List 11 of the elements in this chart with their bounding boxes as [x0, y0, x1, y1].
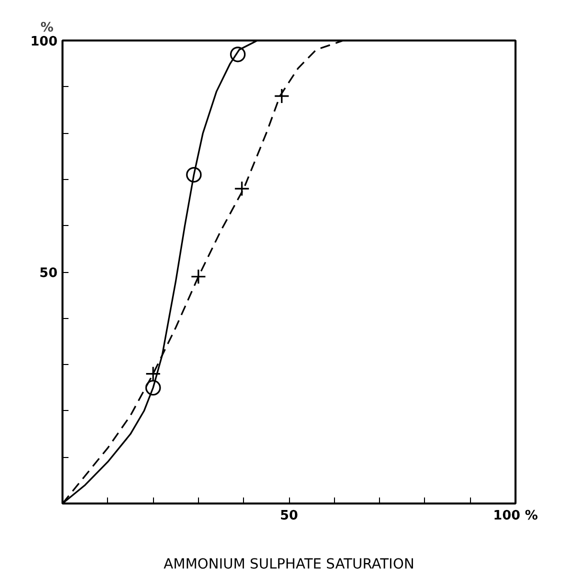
y-axis-title: % [40, 20, 54, 36]
point [234, 180, 250, 196]
point [145, 380, 161, 396]
point [145, 366, 161, 382]
x-axis-title: AMMONIUM SULPHATE SATURATION [164, 556, 414, 572]
y-tick-label: 100 [30, 34, 58, 50]
point [274, 88, 290, 104]
point [230, 46, 246, 62]
point [190, 268, 206, 284]
point [186, 166, 202, 183]
x-tick-label: 100 % [493, 508, 538, 524]
